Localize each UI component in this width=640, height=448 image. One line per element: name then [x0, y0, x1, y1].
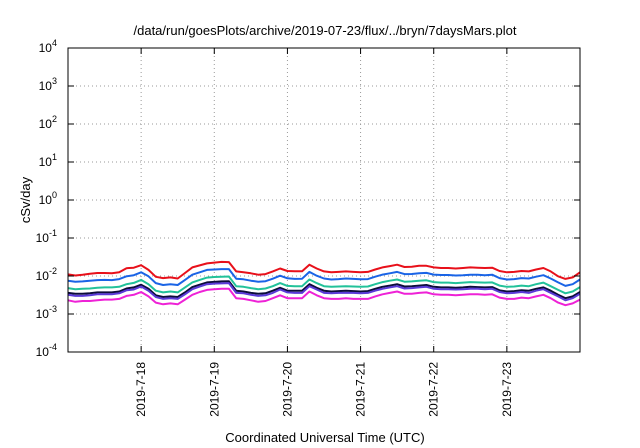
series-line-2: [67, 268, 581, 287]
series-line-4: [67, 280, 581, 300]
x-tick-label: 2019-7-21: [354, 362, 368, 417]
x-tick-label: 2019-7-20: [280, 362, 294, 417]
y-tick-label: 10-4: [36, 342, 57, 359]
series-line-5: [67, 282, 581, 302]
grid-lines: [68, 48, 580, 352]
x-tick-labels: 2019-7-18 2019-7-19 2019-7-20 2019-7-21 2019…: [134, 362, 514, 417]
y-tick-label: 100: [39, 190, 57, 207]
chart-title: /data/run/goesPlots/archive/2019-07-23/f…: [134, 23, 517, 38]
y-tick-label: 103: [39, 76, 57, 93]
x-tick-label: 2019-7-22: [427, 362, 441, 417]
x-tick-label: 2019-7-19: [207, 362, 221, 417]
series-line-1: [67, 260, 581, 280]
y-tick-labels: 10-4 10-3 10-2 10-1 100 101 102 103 104: [36, 38, 57, 359]
y-tick-label: 10-3: [36, 304, 57, 321]
y-tick-label: 10-1: [36, 228, 57, 245]
series-layer: [67, 260, 581, 307]
axis-ticks: [68, 47, 580, 353]
y-tick-label: 104: [39, 38, 57, 55]
x-axis-label: Coordinated Universal Time (UTC): [225, 430, 424, 445]
y-axis-label: cSv/day: [18, 176, 33, 223]
series-line-6: [67, 287, 581, 307]
y-tick-label: 102: [39, 114, 57, 131]
y-tick-label: 101: [39, 152, 57, 169]
y-tick-label: 10-2: [36, 266, 57, 283]
x-tick-label: 2019-7-18: [134, 362, 148, 417]
x-tick-label: 2019-7-23: [500, 362, 514, 417]
series-line-3: [67, 275, 581, 295]
